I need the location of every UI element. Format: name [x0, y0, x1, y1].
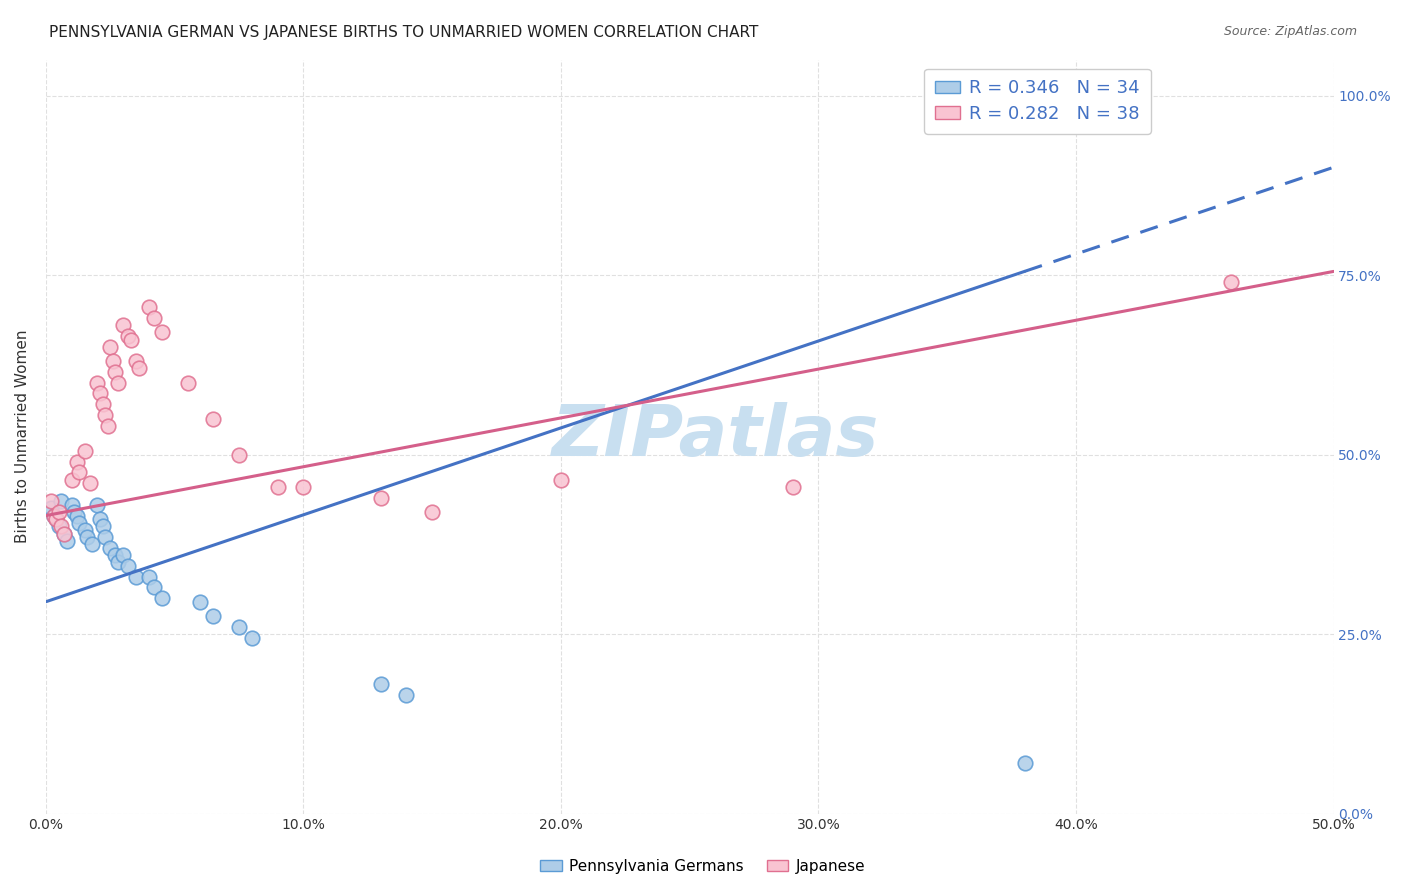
Point	[53, 526, 76, 541]
Point	[73, 523, 96, 537]
Point	[66, 508, 89, 523]
Point	[42, 508, 65, 523]
Point	[395, 688, 418, 702]
Point	[228, 448, 250, 462]
Point	[45, 512, 67, 526]
Point	[39, 501, 62, 516]
Point	[48, 519, 70, 533]
Point	[267, 480, 290, 494]
Point	[79, 476, 101, 491]
Point	[45, 512, 67, 526]
Y-axis label: Births to Unmarried Women: Births to Unmarried Women	[15, 330, 30, 543]
Point	[370, 491, 392, 505]
Point	[48, 505, 70, 519]
Point	[104, 548, 127, 562]
Point	[69, 466, 91, 480]
Point	[120, 333, 142, 347]
Point	[550, 473, 572, 487]
Text: ZIPatlas: ZIPatlas	[551, 402, 879, 471]
Point	[86, 376, 108, 390]
Point	[125, 569, 148, 583]
Point	[82, 537, 104, 551]
Point	[39, 494, 62, 508]
Point	[138, 569, 160, 583]
Point	[112, 548, 135, 562]
Point	[51, 519, 73, 533]
Text: Source: ZipAtlas.com: Source: ZipAtlas.com	[1223, 25, 1357, 38]
Point	[150, 326, 173, 340]
Point	[190, 595, 212, 609]
Point	[60, 498, 83, 512]
Point	[107, 555, 129, 569]
Point	[86, 498, 108, 512]
Point	[138, 301, 160, 315]
Point	[76, 530, 98, 544]
Point	[112, 318, 135, 333]
Point	[89, 512, 111, 526]
Point	[420, 505, 443, 519]
Point	[60, 473, 83, 487]
Legend: R = 0.346   N = 34, R = 0.282   N = 38: R = 0.346 N = 34, R = 0.282 N = 38	[924, 69, 1150, 134]
Point	[240, 631, 263, 645]
Point	[143, 311, 166, 326]
Point	[63, 505, 86, 519]
Point	[104, 365, 127, 379]
Point	[66, 455, 89, 469]
Point	[98, 340, 121, 354]
Point	[143, 580, 166, 594]
Point	[91, 397, 114, 411]
Point	[73, 444, 96, 458]
Point	[94, 530, 117, 544]
Point	[228, 620, 250, 634]
Point	[42, 508, 65, 523]
Point	[53, 526, 76, 541]
Point	[107, 376, 129, 390]
Point	[150, 591, 173, 606]
Point	[117, 329, 139, 343]
Point	[94, 408, 117, 422]
Point	[97, 418, 120, 433]
Point	[125, 354, 148, 368]
Point	[101, 354, 124, 368]
Point	[117, 558, 139, 573]
Point	[98, 541, 121, 555]
Point	[1219, 275, 1241, 289]
Point	[128, 361, 150, 376]
Point	[69, 516, 91, 530]
Point	[292, 480, 315, 494]
Point	[91, 519, 114, 533]
Point	[89, 386, 111, 401]
Point	[1014, 756, 1036, 771]
Point	[202, 609, 225, 624]
Legend: Pennsylvania Germans, Japanese: Pennsylvania Germans, Japanese	[534, 853, 872, 880]
Point	[202, 411, 225, 425]
Point	[176, 376, 198, 390]
Point	[55, 533, 77, 548]
Point	[782, 480, 804, 494]
Point	[51, 494, 73, 508]
Text: PENNSYLVANIA GERMAN VS JAPANESE BIRTHS TO UNMARRIED WOMEN CORRELATION CHART: PENNSYLVANIA GERMAN VS JAPANESE BIRTHS T…	[49, 25, 759, 40]
Point	[370, 677, 392, 691]
